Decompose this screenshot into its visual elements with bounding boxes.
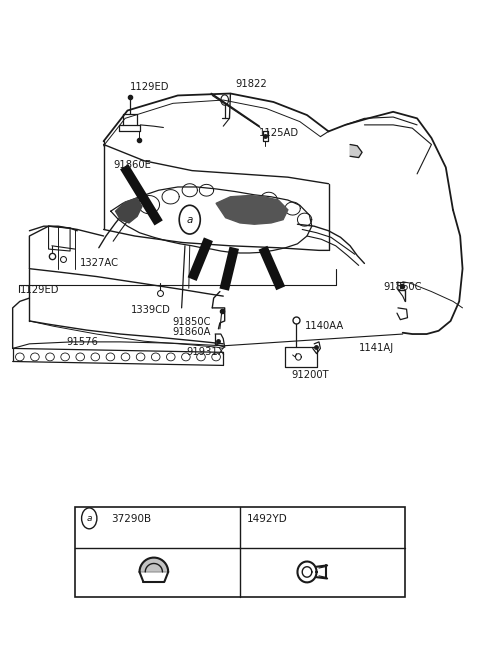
Bar xyxy=(75,507,405,597)
Polygon shape xyxy=(216,195,288,224)
Text: 91200T: 91200T xyxy=(291,369,329,379)
Text: 91860E: 91860E xyxy=(113,160,151,170)
Text: a: a xyxy=(86,514,92,523)
Text: 1327AC: 1327AC xyxy=(80,259,119,269)
Text: 1129ED: 1129ED xyxy=(130,82,169,92)
Polygon shape xyxy=(140,557,168,572)
Polygon shape xyxy=(116,198,142,223)
Polygon shape xyxy=(350,145,362,158)
Text: 1129ED: 1129ED xyxy=(20,285,60,295)
Text: 91931X: 91931X xyxy=(186,346,225,357)
Text: 1140AA: 1140AA xyxy=(305,321,344,331)
Text: 1339CD: 1339CD xyxy=(131,305,171,315)
Text: 1492YD: 1492YD xyxy=(247,514,288,524)
Text: 91576: 91576 xyxy=(67,337,98,347)
Text: 91860A: 91860A xyxy=(172,327,211,337)
Text: 91860C: 91860C xyxy=(384,282,422,292)
Text: 91850C: 91850C xyxy=(172,317,211,328)
Text: 1141AJ: 1141AJ xyxy=(359,343,394,354)
Text: 37290B: 37290B xyxy=(111,514,151,524)
Text: a: a xyxy=(187,215,193,225)
Text: 1125AD: 1125AD xyxy=(259,128,299,138)
Text: 91822: 91822 xyxy=(235,79,267,88)
